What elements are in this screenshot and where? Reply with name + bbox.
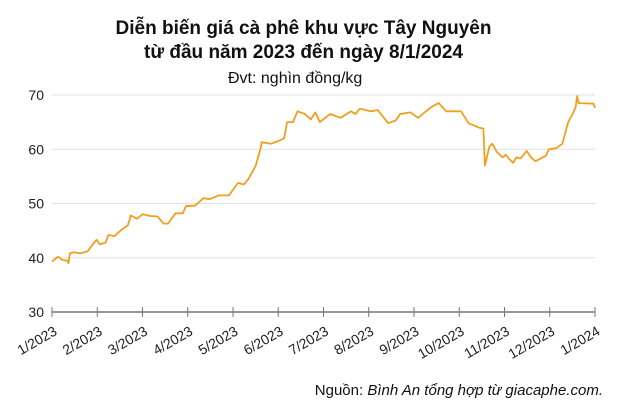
x-tick-label: 10/2023	[415, 323, 467, 362]
x-tick-label: 2/2023	[60, 323, 105, 358]
x-tick-label: 7/2023	[286, 323, 331, 358]
x-tick-label: 9/2023	[376, 323, 421, 358]
x-tick-label: 3/2023	[105, 323, 150, 358]
x-tick-label: 11/2023	[461, 323, 512, 362]
price-series-line	[51, 95, 596, 265]
x-tick-label: 4/2023	[150, 323, 195, 358]
y-tick-label: 50	[28, 196, 44, 212]
x-tick-label: 5/2023	[195, 323, 240, 358]
x-tick-label: 8/2023	[331, 323, 376, 358]
x-tick-label: 12/2023	[505, 323, 557, 362]
y-tick-label: 70	[28, 87, 44, 103]
y-tick-label: 40	[28, 250, 44, 266]
y-tick-label: 30	[28, 304, 44, 320]
source-prefix: Nguồn:	[314, 382, 368, 399]
y-tick-label: 60	[28, 141, 44, 157]
unit-label: Đvt: nghìn đồng/kg	[222, 70, 369, 88]
source-text: Bình An tổng hợp từ giacaphe.com.	[367, 382, 603, 399]
chart-subtitle: từ đầu năm 2023 đến ngày 8/1/2024	[144, 42, 463, 63]
x-tick-label: 1/2024	[557, 323, 602, 358]
x-tick-label: 1/2023	[14, 323, 59, 358]
source-note: Nguồn: Bình An tổng hợp từ giacaphe.com.	[315, 382, 603, 399]
chart-title: Diễn biến giá cà phê khu vực Tây Nguyên	[115, 18, 492, 39]
x-tick-label: 6/2023	[241, 323, 286, 358]
